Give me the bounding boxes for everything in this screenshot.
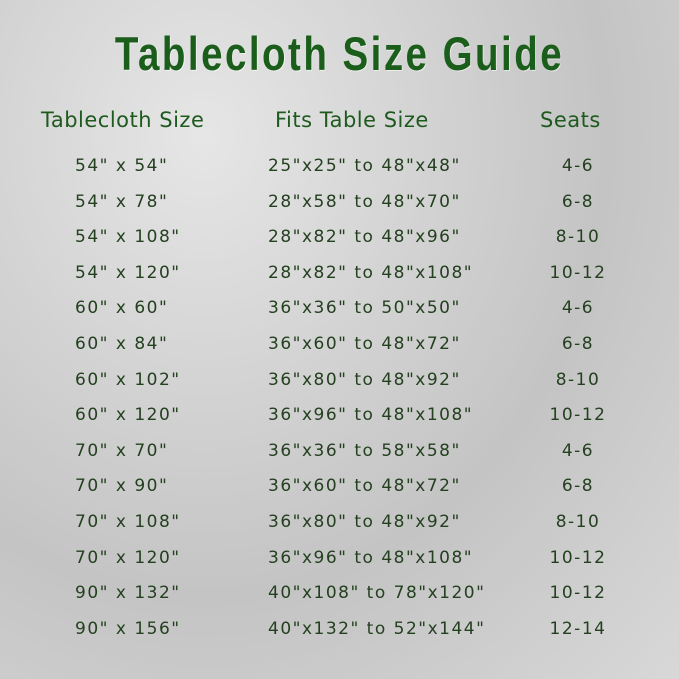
tablecloth-size-cell: 60" x 60" [75,298,169,319]
fits-table-size-cell: 28"x82" to 48"x108" [268,262,474,283]
seats-cell: 6-8 [561,334,595,354]
table-row: 60" x 84" 36"x60" to 48"x72" 6-8 [0,334,679,364]
tablecloth-size-cell: 60" x 120" [75,405,181,426]
seats-cell: 6-8 [561,476,595,497]
table-row: 54" x 78" 28"x58" to 48"x70" 6-8 [0,192,679,222]
fits-table-size-cell: 40"x132" to 52"x144" [268,618,486,639]
seats-cell: 10-12 [549,405,607,426]
tablecloth-size-cell: 90" x 132" [75,583,181,604]
table-row: 54" x 120" 28"x82" to 48"x108" 10-12 [0,263,679,293]
tablecloth-size-cell: 60" x 84" [75,334,169,354]
table-row: 60" x 120" 36"x96" to 48"x108" 10-12 [0,405,679,435]
seats-cell: 10-12 [549,583,607,604]
table-row: 54" x 54" 25"x25" to 48"x48" 4-6 [0,156,679,186]
fits-table-size-cell: 36"x36" to 50"x50" [268,298,461,319]
tablecloth-size-cell: 70" x 108" [75,512,181,532]
fits-table-size-cell: 36"x60" to 48"x72" [268,334,461,354]
table-row: 70" x 70" 36"x36" to 58"x58" 4-6 [0,441,679,471]
fits-table-size-cell: 40"x108" to 78"x120" [268,583,486,604]
fits-table-size-cell: 25"x25" to 48"x48" [268,156,461,176]
seats-cell: 4-6 [561,156,595,176]
fits-table-size-cell: 36"x36" to 58"x58" [268,440,461,461]
table-row: 90" x 132" 40"x108" to 78"x120" 10-12 [0,583,679,613]
table-row: 70" x 120" 36"x96" to 48"x108" 10-12 [0,548,679,578]
fits-table-size-cell: 36"x96" to 48"x108" [268,547,474,568]
seats-cell: 6-8 [561,191,595,212]
table-row: 70" x 90" 36"x60" to 48"x72" 6-8 [0,476,679,506]
seats-cell: 10-12 [549,547,607,568]
tablecloth-size-cell: 54" x 120" [75,262,181,283]
table-row: 70" x 108" 36"x80" to 48"x92" 8-10 [0,512,679,542]
fits-table-size-cell: 36"x60" to 48"x72" [268,476,461,497]
seats-cell: 8-10 [555,512,601,532]
seats-cell: 8-10 [555,227,601,248]
tablecloth-size-cell: 60" x 102" [75,369,181,390]
header-fits-table-size: Fits Table Size [275,108,429,132]
fits-table-size-cell: 28"x82" to 48"x96" [268,227,461,248]
table-row: 60" x 60" 36"x36" to 50"x50" 4-6 [0,298,679,328]
fits-table-size-cell: 36"x96" to 48"x108" [268,405,474,426]
table-row: 60" x 102" 36"x80" to 48"x92" 8-10 [0,370,679,400]
seats-cell: 10-12 [549,262,607,283]
tablecloth-size-cell: 70" x 120" [75,547,181,568]
seats-cell: 4-6 [561,298,595,319]
tablecloth-size-cell: 90" x 156" [75,618,181,639]
tablecloth-size-cell: 54" x 54" [75,156,169,176]
seats-cell: 8-10 [555,369,601,390]
table-row: 90" x 156" 40"x132" to 52"x144" 12-14 [0,619,679,649]
tablecloth-size-cell: 54" x 78" [75,191,169,212]
fits-table-size-cell: 28"x58" to 48"x70" [268,191,461,212]
fits-table-size-cell: 36"x80" to 48"x92" [268,369,461,390]
table-row: 54" x 108" 28"x82" to 48"x96" 8-10 [0,227,679,257]
tablecloth-size-cell: 54" x 108" [75,227,181,248]
fits-table-size-cell: 36"x80" to 48"x92" [268,512,461,532]
seats-cell: 12-14 [549,618,607,639]
tablecloth-size-cell: 70" x 70" [75,440,169,461]
seats-cell: 4-6 [561,440,595,461]
tablecloth-size-cell: 70" x 90" [75,476,169,497]
header-tablecloth-size: Tablecloth Size [41,108,205,132]
page-title: Tablecloth Size Guide [114,27,565,80]
header-seats: Seats [540,108,601,132]
